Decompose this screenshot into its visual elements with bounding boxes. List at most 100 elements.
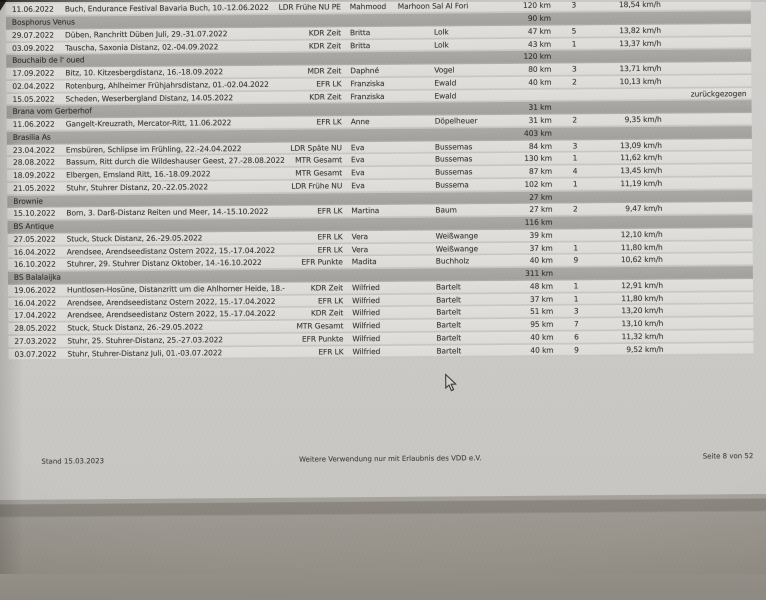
- cell-speed: 9,47 km/h: [625, 204, 663, 214]
- cell-first-name: Franziska: [350, 91, 385, 101]
- photo-top-edge: [0, 0, 766, 2]
- cell-date: 15.05.2022: [12, 94, 55, 104]
- cell-category: EFR LK: [316, 79, 342, 89]
- cell-date: 28.05.2022: [14, 323, 57, 333]
- cell-first-name: Martina: [351, 206, 380, 216]
- section-total-km: 27 km: [529, 192, 553, 202]
- cell-first-name: Vera: [351, 244, 369, 254]
- cell-date: 27.03.2022: [14, 336, 57, 346]
- cell-placing: 1: [572, 153, 578, 163]
- cell-category: KDR Zeit: [310, 308, 344, 318]
- cell-speed: 10,13 km/h: [619, 76, 662, 86]
- cell-speed: 11,80 km/h: [620, 242, 663, 252]
- cell-distance: 102 km: [524, 179, 553, 189]
- cell-category: MTR Gesamt: [296, 321, 344, 331]
- cell-speed: 12,10 km/h: [620, 229, 663, 239]
- cell-placing: 7: [573, 319, 579, 329]
- cell-distance: 84 km: [528, 141, 552, 151]
- cell-date: 15.10.2022: [13, 208, 56, 219]
- cell-placing: [566, 89, 582, 102]
- footer-page-number: Seite 8 von 52: [702, 452, 754, 461]
- cell-placing: 2: [572, 115, 578, 125]
- photo-corner-shadow: [0, 0, 7, 11]
- cell-date: 02.04.2022: [12, 81, 55, 91]
- cell-date: 16.04.2022: [14, 298, 57, 308]
- cell-date: 03.09.2022: [12, 43, 55, 53]
- cell-speed: 9,52 km/h: [626, 344, 664, 354]
- cell-placing: 3: [573, 306, 579, 316]
- section-total-km: 403 km: [524, 128, 552, 138]
- cell-distance: 31 km: [528, 115, 552, 125]
- cell-date: 29.07.2022: [11, 30, 54, 40]
- cell-note: zurückgezogen: [690, 88, 747, 99]
- cell-placing: 3: [571, 64, 577, 74]
- cell-first-name: Britta: [350, 40, 371, 50]
- cell-speed: 13,09 km/h: [620, 140, 662, 150]
- cell-first-name: Eva: [351, 168, 365, 178]
- cell-category: EFR LK: [317, 206, 343, 216]
- cell-first-name: Wilfried: [352, 308, 381, 318]
- cell-placing: 9: [574, 344, 579, 355]
- cell-category: LDR Frühe NU PE: [278, 2, 341, 13]
- cell-speed: 13,37 km/h: [619, 38, 662, 48]
- cell-speed: 13,45 km/h: [620, 165, 663, 176]
- cell-placing: 1: [573, 281, 579, 291]
- cell-distance: 48 km: [529, 281, 554, 291]
- cell-distance: 40 km: [529, 255, 553, 266]
- section-total-km: 116 km: [524, 217, 553, 227]
- cell-category: EFR Punkte: [301, 334, 344, 344]
- cell-distance: 40 km: [528, 77, 552, 87]
- cell-first-name: Britta: [349, 27, 371, 38]
- cell-speed: 10,62 km/h: [620, 255, 663, 265]
- cell-category: KDR Zeit: [309, 91, 342, 102]
- cell-speed: 11,19 km/h: [620, 178, 663, 188]
- cell-date: 17.04.2022: [14, 310, 57, 321]
- cell-first-name: Wilfried: [352, 321, 381, 331]
- cell-first-name: Wilfried: [352, 333, 381, 343]
- cell-speed: 9,35 km/h: [624, 114, 662, 125]
- cell-placing: 3: [572, 140, 578, 151]
- cell-first-name: Eva: [350, 155, 365, 165]
- cell-distance: 37 km: [529, 294, 554, 304]
- cell-distance: 40 km: [530, 345, 554, 355]
- cell-first-name: Franziska: [350, 78, 385, 88]
- cell-date: 03.07.2022: [14, 349, 57, 359]
- cell-category: LDR Frühe NU: [291, 181, 343, 191]
- cell-first-name: Eva: [350, 142, 365, 152]
- cell-distance: 27 km: [529, 204, 553, 215]
- cell-distance: 95 km: [530, 319, 554, 329]
- cell-placing: [568, 229, 584, 242]
- cell-speed: 12,91 km/h: [621, 280, 664, 290]
- cell-category: MTR Gesamt: [295, 168, 343, 178]
- cell-category: EFR LK: [316, 117, 342, 127]
- cell-distance: 51 km: [530, 306, 554, 317]
- cell-date: 17.09.2022: [12, 68, 55, 78]
- cell-first-name: Eva: [351, 180, 365, 190]
- cell-first-name: Madita: [351, 257, 377, 267]
- cell-speed: 13,82 km/h: [619, 25, 662, 35]
- cell-date: 18.09.2022: [13, 170, 56, 180]
- cell-date: 16.10.2022: [13, 259, 56, 270]
- cell-date: 16.04.2022: [13, 247, 56, 257]
- section-total-km: 120 km: [523, 51, 552, 62]
- cell-category: EFR Punkte: [301, 257, 343, 267]
- cell-first-name: Anne: [350, 117, 370, 127]
- cell-placing: 2: [573, 204, 578, 214]
- cell-placing: 1: [572, 179, 578, 189]
- cell-distance: 80 km: [528, 64, 552, 74]
- cell-date: 28.08.2022: [12, 157, 55, 168]
- cell-speed: 13,71 km/h: [619, 63, 662, 74]
- cell-date: 27.05.2022: [13, 234, 56, 244]
- cell-placing: 5: [571, 26, 577, 36]
- cell-placing: 2: [572, 77, 577, 87]
- cell-distance: 47 km: [527, 26, 552, 36]
- cell-category: KDR Zeit: [308, 28, 342, 38]
- cell-date: 11.06.2022: [12, 119, 55, 129]
- cell-category: EFR LK: [317, 244, 343, 255]
- cell-distance: 37 km: [529, 243, 553, 253]
- cell-category: MDR Zeit: [307, 66, 342, 76]
- cell-speed: 13,20 km/h: [621, 306, 664, 316]
- cell-date: 23.04.2022: [12, 145, 55, 155]
- cell-distance: 40 km: [530, 332, 554, 342]
